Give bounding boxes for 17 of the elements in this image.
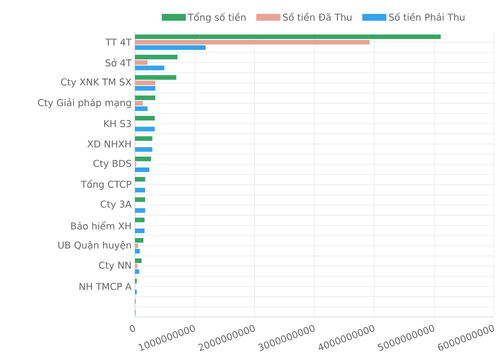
y-tick-label: Cty NN: [99, 262, 131, 271]
y-tick-label: NH TMCP A: [80, 282, 132, 290]
y-tick-label: Cty XNK TM SX: [61, 78, 132, 88]
y-tick-label: KH S3: [104, 120, 131, 128]
legend-label: Số tiền Phải Thu: [388, 12, 464, 21]
y-tick-label: Tổng CTCP: [80, 180, 132, 190]
y-tick-label: Cty Giải pháp mạng: [38, 98, 131, 108]
y-tick-label: XD NHXH: [87, 140, 131, 148]
y-tick-label: TT 4T: [105, 38, 132, 46]
y-tick-label: Cty 3A: [100, 200, 132, 210]
legend-label: Số tiền Đã Thu: [283, 12, 352, 21]
x-tick-label: 0: [130, 324, 136, 332]
y-tick-label: Sở 4T: [106, 58, 132, 66]
y-tick-label: Bảo hiểm XH: [71, 221, 131, 230]
y-tick-label: Cty BDS: [93, 160, 132, 169]
legend-label: Tổng số tiền: [188, 12, 246, 23]
y-tick-label: UB Quận huyện: [58, 240, 131, 251]
